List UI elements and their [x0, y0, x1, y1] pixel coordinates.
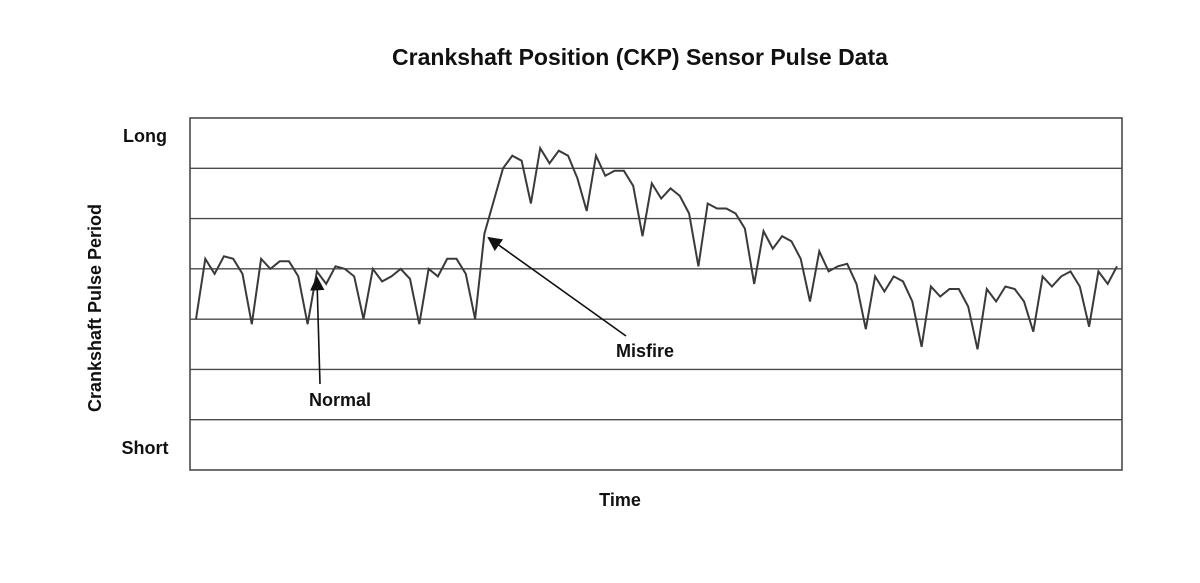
misfire-arrow	[487, 236, 627, 337]
y-tick-label-long: Long	[123, 126, 167, 146]
annotation-misfire: Misfire	[616, 341, 674, 361]
plot-border	[189, 117, 1123, 471]
normal-arrow	[310, 275, 325, 385]
series-line	[195, 145, 1118, 350]
x-axis-label: Time	[599, 490, 641, 510]
y-axis-label: Crankshaft Pulse Period	[85, 204, 105, 412]
chart-title: Crankshaft Position (CKP) Sensor Pulse D…	[392, 44, 888, 70]
grid	[190, 167, 1122, 421]
annotation-normal: Normal	[309, 390, 371, 410]
y-tick-label-short: Short	[122, 438, 169, 458]
